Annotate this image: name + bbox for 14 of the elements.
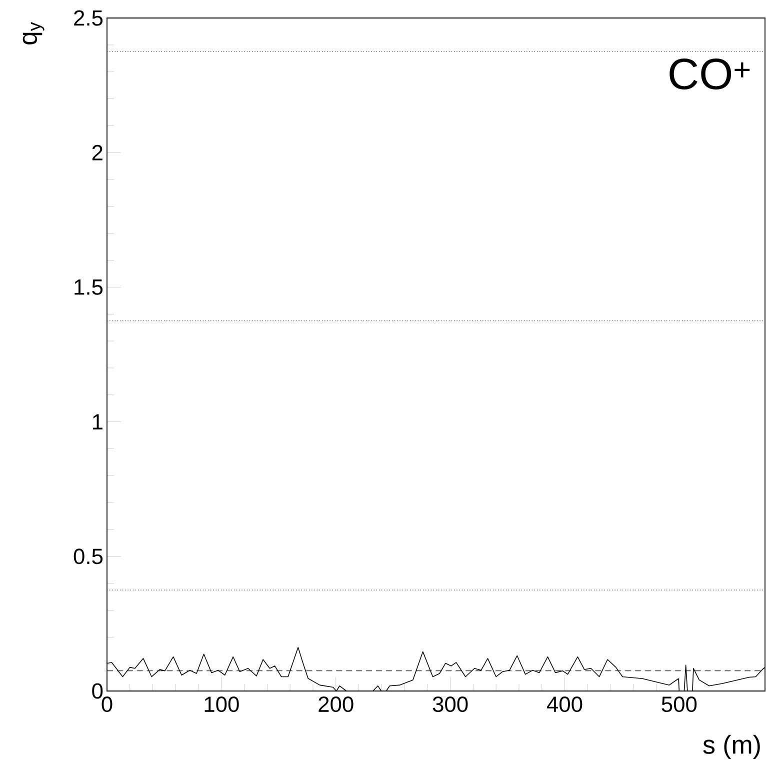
x-tick-label: 500 — [662, 696, 697, 712]
y-tick-label: 0 — [92, 683, 103, 699]
y-tick-label: 1.5 — [74, 280, 103, 295]
x-tick-label: 200 — [318, 696, 354, 712]
x-tick-label: 400 — [546, 696, 582, 712]
y-tick-label: 2 — [92, 144, 102, 160]
x-tick-label: 300 — [432, 696, 468, 712]
y-tick-label: 0.5 — [74, 548, 103, 564]
y-tick-label: 1 — [92, 414, 102, 430]
x-tick-label: 100 — [204, 696, 239, 712]
y-axis-title: q$_{y}$ — [22, 22, 44, 44]
y-tick-label: 2.5 — [74, 10, 103, 26]
x-axis-title: s (m) — [703, 734, 760, 760]
annotation: CO$^{+}$ — [670, 58, 750, 90]
